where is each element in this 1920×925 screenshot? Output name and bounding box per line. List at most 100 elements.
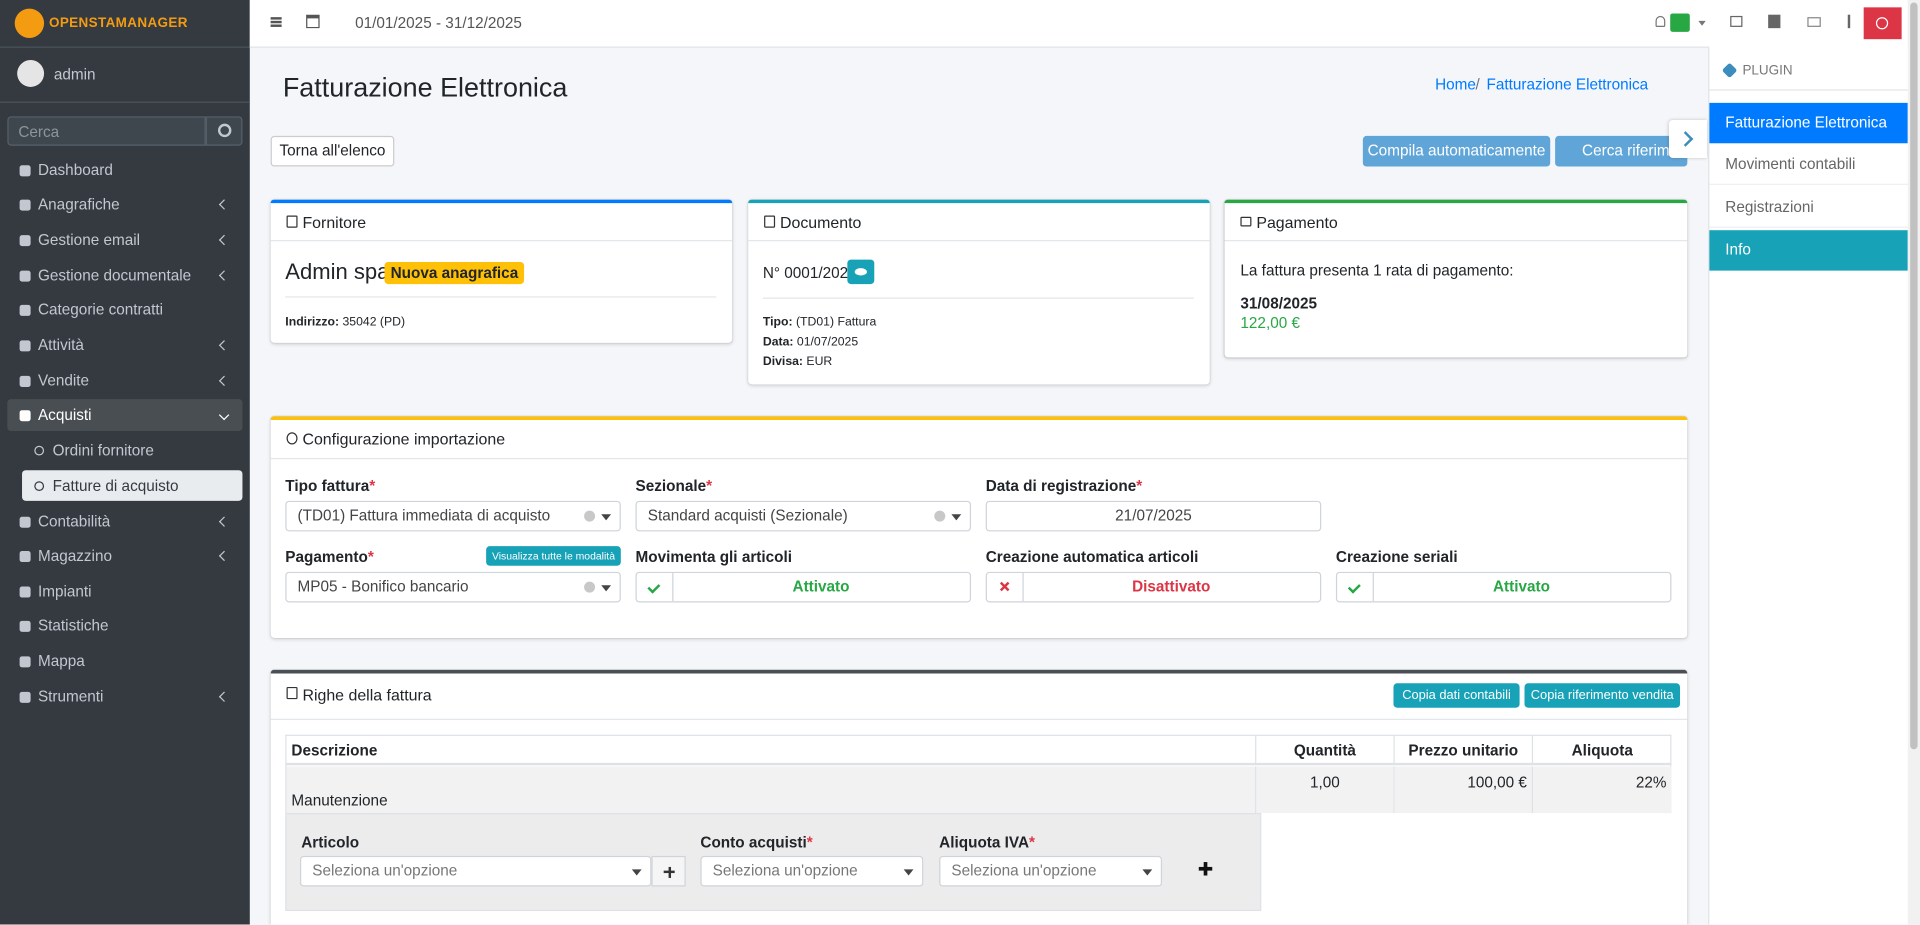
menu-item[interactable]: Magazzino — [7, 540, 242, 572]
plugin-header: PLUGIN — [1742, 63, 1793, 79]
add-article-button[interactable] — [651, 855, 686, 887]
date-input[interactable]: 21/07/2025 — [985, 500, 1322, 532]
shape — [218, 340, 230, 351]
menu-item[interactable]: Dashboard — [7, 154, 242, 186]
table-cell: Manutenzione — [286, 766, 1257, 814]
menu-item[interactable]: Anagrafiche — [7, 189, 242, 221]
toggle[interactable]: Attivato — [635, 571, 972, 603]
shape — [218, 375, 230, 387]
menu-item[interactable]: Impianti — [7, 576, 242, 608]
toggle[interactable]: Disattivato — [985, 571, 1322, 603]
search-placeholder: Cerca — [18, 123, 60, 141]
text: 21/07/2025 — [1115, 506, 1192, 525]
text: Disattivato — [1132, 577, 1211, 596]
shape — [218, 234, 230, 246]
shape — [218, 550, 230, 562]
plugin-item[interactable]: Registrazioni — [1709, 187, 1908, 228]
field-label: Creazione seriali — [1335, 548, 1458, 566]
select[interactable]: (TD01) Fattura immediata di acquisto — [285, 500, 621, 532]
text: * — [806, 833, 813, 852]
plugin-item-info[interactable]: Info — [1709, 230, 1908, 271]
shape — [1142, 869, 1153, 876]
field-label: Conto acquisti* — [700, 834, 812, 851]
search-button[interactable] — [205, 116, 243, 146]
text: Seleziona un'opzione — [312, 862, 458, 880]
shape — [19, 375, 31, 387]
search-icon — [217, 123, 232, 138]
plugin-item-active[interactable]: Fatturazione Elettronica — [1709, 102, 1908, 144]
payment-amount: 122,00 € — [1240, 314, 1301, 332]
back-button[interactable]: Torna all'elenco — [270, 135, 395, 167]
notifications[interactable] — [1655, 15, 1666, 27]
select[interactable]: Standard acquisti (Sezionale) — [635, 500, 972, 532]
card-title: Righe della fattura — [302, 685, 432, 705]
select[interactable]: Seleziona un'opzione — [700, 855, 924, 887]
plugin-item[interactable]: Movimenti contabili — [1709, 144, 1908, 185]
add-line-button[interactable] — [1193, 857, 1217, 881]
print-icon[interactable] — [1730, 15, 1743, 27]
hamburger[interactable] — [270, 17, 282, 27]
table-header: Descrizione — [286, 735, 1257, 766]
info-icon[interactable] — [1847, 14, 1851, 29]
period[interactable]: 01/01/2025 - 31/12/2025 — [355, 14, 522, 32]
shape — [19, 551, 31, 563]
menu-item[interactable]: Vendite — [7, 365, 242, 397]
submenu-item[interactable]: Ordini fornitore — [22, 435, 242, 467]
toggle[interactable]: Attivato — [1335, 571, 1672, 603]
breadcrumb-link[interactable]: Home — [1435, 75, 1476, 94]
avatar — [17, 60, 45, 87]
document-field: Tipo: (TD01) Fattura — [763, 316, 876, 329]
text: Attivato — [1492, 577, 1550, 596]
view-button[interactable] — [847, 259, 875, 285]
shape — [601, 585, 612, 592]
text: * — [706, 477, 713, 495]
status-check[interactable] — [1670, 13, 1690, 32]
menu-item[interactable]: Gestione email — [7, 224, 242, 256]
menu-item[interactable]: Mappa — [7, 645, 242, 677]
menu-item[interactable]: Strumenti — [7, 681, 242, 713]
brand[interactable]: OPENSTAMANAGER — [48, 15, 188, 31]
shape — [19, 235, 31, 247]
breadcrumb-separator: / — [1475, 75, 1480, 94]
menu-label: Impianti — [37, 582, 92, 601]
menu-label: Attività — [37, 336, 84, 354]
field-label: Tipo fattura* — [285, 478, 375, 495]
select[interactable]: MP05 - Bonifico bancario — [285, 571, 621, 603]
menu-label: Dashboard — [37, 161, 113, 179]
user-name[interactable]: admin — [53, 66, 96, 84]
shape — [934, 510, 946, 522]
copy-accounting-button[interactable]: Copia dati contabili — [1393, 683, 1520, 708]
submenu-item-active[interactable]: Fatture di acquisto — [22, 470, 243, 501]
select[interactable]: Seleziona un'opzione — [300, 855, 652, 887]
shape — [584, 510, 596, 522]
field-label: Sezionale* — [636, 478, 713, 495]
logout[interactable] — [1863, 7, 1902, 40]
payment-text: La fattura presenta 1 rata di pagamento: — [1240, 262, 1514, 280]
card-title: Configurazione importazione — [302, 429, 506, 449]
breadcrumb-current[interactable]: Fatturazione Elettronica — [1486, 75, 1649, 94]
menu-item-active[interactable]: Acquisti — [7, 399, 243, 432]
shape — [19, 270, 31, 282]
shape — [637, 573, 674, 602]
menu-item[interactable]: Attività — [7, 329, 242, 361]
menu-label: Categorie contratti — [37, 301, 164, 319]
autofill-button[interactable]: Compila automaticamente — [1362, 135, 1551, 167]
search-references-button[interactable]: Cerca riferimenti — [1555, 135, 1688, 167]
menu-item[interactable]: Statistiche — [7, 610, 242, 642]
field-label: Articolo — [301, 833, 360, 852]
select[interactable]: Seleziona un'opzione — [939, 855, 1163, 887]
menu-item[interactable]: Contabilità — [7, 506, 242, 538]
copy-sale-reference-button[interactable]: Copia riferimento vendita — [1524, 683, 1681, 708]
menu-item[interactable]: Gestione documentale — [7, 260, 242, 292]
text: Indirizzo: — [285, 315, 340, 330]
panel-toggle[interactable] — [1668, 120, 1707, 158]
calendar-icon[interactable] — [306, 14, 320, 29]
show-all-button[interactable]: Visualizza tutte le modalità — [486, 546, 621, 566]
keyboard-icon[interactable] — [1807, 17, 1821, 27]
search-input[interactable]: Cerca — [7, 116, 206, 146]
scrollbar-thumb[interactable] — [1910, 2, 1918, 750]
docs-icon[interactable] — [1768, 14, 1781, 29]
menu-item[interactable]: Categorie contratti — [7, 294, 242, 326]
table: Descrizione Quantità Prezzo unitario Ali… — [285, 734, 1672, 814]
